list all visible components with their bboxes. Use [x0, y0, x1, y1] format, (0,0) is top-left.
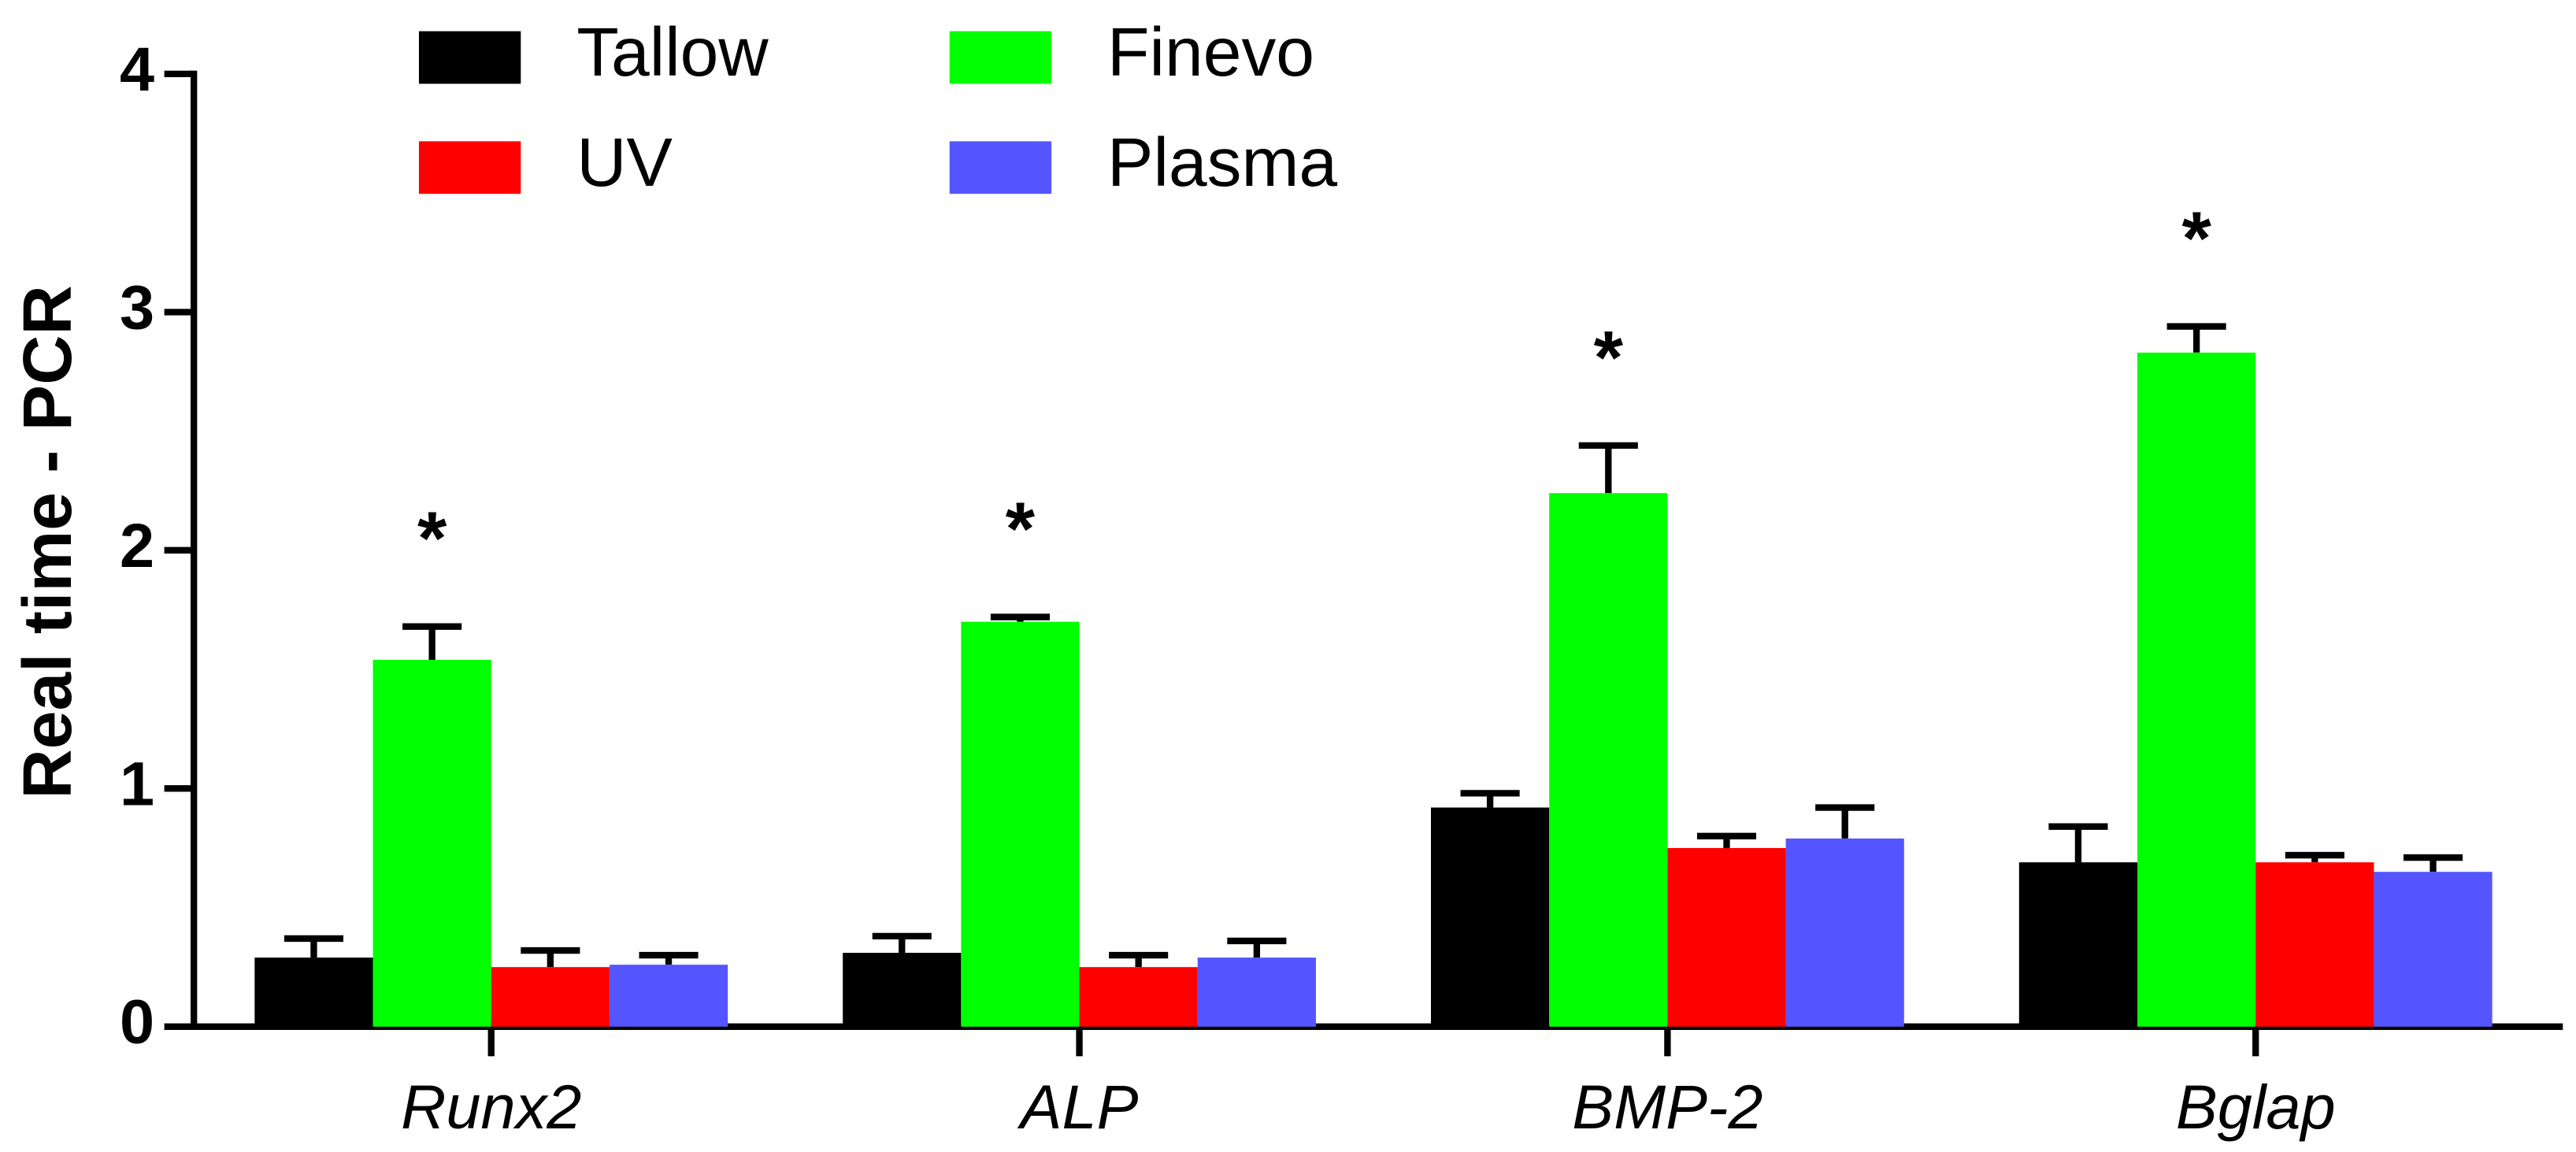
- significance-mark: *: [2181, 197, 2211, 281]
- bar: [961, 621, 1080, 1027]
- legend-swatch: [949, 141, 1052, 194]
- legend-label: UV: [576, 124, 673, 201]
- bar: [2018, 862, 2138, 1027]
- y-tick-label: 1: [120, 748, 154, 818]
- bar: [609, 965, 728, 1027]
- y-tick-label: 3: [120, 272, 154, 342]
- bar: [1079, 967, 1198, 1027]
- legend-label: Finevo: [1107, 13, 1314, 91]
- bar: [1667, 847, 1786, 1027]
- y-tick-label: 2: [120, 510, 154, 580]
- significance-mark: *: [1006, 487, 1036, 572]
- bar: [843, 953, 962, 1027]
- y-axis-label: Real time - PCR: [9, 285, 86, 798]
- x-tick-label: Runx2: [401, 1072, 581, 1142]
- bar: [2137, 352, 2256, 1027]
- bar: [1197, 958, 1316, 1027]
- significance-mark: *: [1594, 316, 1624, 400]
- bar: [1785, 838, 1904, 1027]
- legend-swatch: [418, 141, 521, 194]
- significance-mark: *: [417, 497, 447, 581]
- legend-label: Tallow: [576, 13, 769, 91]
- legend-label: Plasma: [1107, 124, 1337, 201]
- bar: [1430, 807, 1550, 1027]
- bar: [491, 967, 610, 1027]
- bar: [2255, 862, 2374, 1027]
- bar: [1549, 493, 1668, 1027]
- y-tick-label: 0: [120, 987, 154, 1057]
- legend-swatch: [418, 31, 521, 84]
- x-tick-label: ALP: [1017, 1072, 1139, 1142]
- bar: [2374, 872, 2493, 1027]
- legend-swatch: [949, 31, 1052, 84]
- bar: [254, 958, 373, 1027]
- x-tick-label: BMP-2: [1572, 1072, 1762, 1142]
- x-tick-label: Bglap: [2176, 1072, 2336, 1142]
- bar: [373, 659, 491, 1027]
- y-tick-label: 4: [120, 34, 154, 104]
